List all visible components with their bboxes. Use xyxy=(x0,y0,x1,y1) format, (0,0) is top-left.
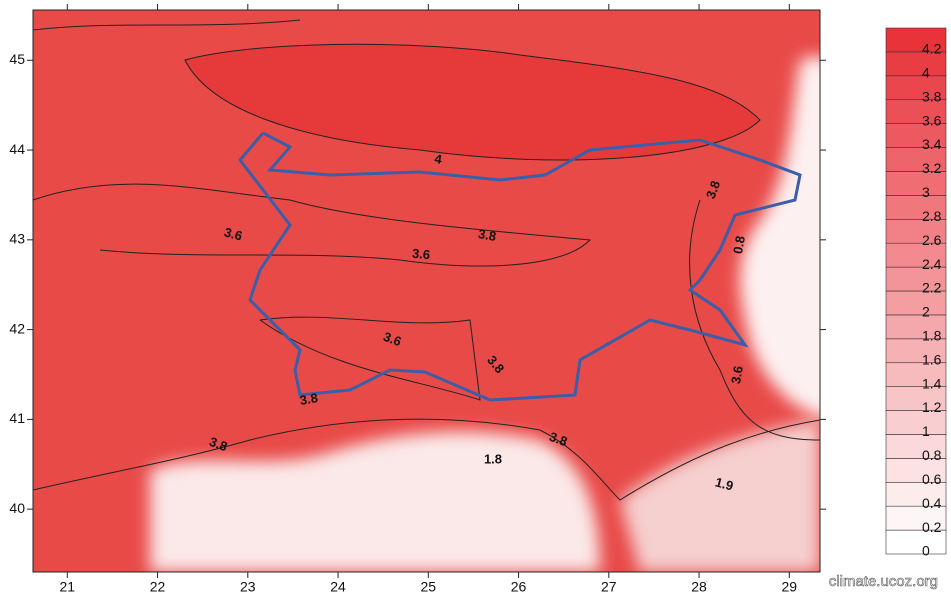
contour-label: 3.6 xyxy=(728,365,746,385)
colorbar-tick-label: 4.2 xyxy=(922,41,942,57)
x-tick-label: 23 xyxy=(240,579,256,595)
map-field xyxy=(33,10,820,572)
contour-label: 4 xyxy=(433,151,443,167)
colorbar-tick-label: 2.6 xyxy=(922,232,942,248)
colorbar-tick-label: 3.8 xyxy=(922,88,942,104)
contour-label: 3.8 xyxy=(703,179,723,201)
y-tick-label: 45 xyxy=(9,51,25,67)
colorbar-tick-label: 1.6 xyxy=(922,351,942,367)
contour-label: 1.8 xyxy=(484,451,502,466)
colorbar-tick-label: 3.4 xyxy=(922,136,942,152)
colorbar-tick-label: 4 xyxy=(922,65,930,81)
contour-label: 3.6 xyxy=(223,224,244,243)
x-tick-label: 28 xyxy=(691,579,707,595)
contour-label: 3.6 xyxy=(411,246,430,263)
low-zone xyxy=(150,431,600,572)
low-zone xyxy=(620,420,820,572)
watermark: climate.ucoz.org xyxy=(829,573,938,590)
colorbar-tick-label: 2.8 xyxy=(922,208,942,224)
country-border xyxy=(238,131,802,402)
contour-label: 3.8 xyxy=(299,390,319,408)
colorbar-tick-label: 0.2 xyxy=(922,519,942,535)
colorbar-tick-label: 1.4 xyxy=(922,375,942,391)
y-tick-label: 42 xyxy=(9,320,25,336)
colorbar-tick-label: 0 xyxy=(922,543,930,559)
colorbar-tick-label: 0.4 xyxy=(922,495,942,511)
contour-label: 3.8 xyxy=(207,434,229,454)
colorbar-tick-label: 0.6 xyxy=(922,471,942,487)
high-zone xyxy=(185,44,760,160)
low-zone xyxy=(740,56,820,417)
y-tick-label: 44 xyxy=(9,141,25,157)
colorbar-tick-label: 1.8 xyxy=(922,328,942,344)
x-tick-label: 26 xyxy=(511,579,527,595)
colorbar-tick-label: 2 xyxy=(922,304,930,320)
colorbar-tick-label: 0.8 xyxy=(922,447,942,463)
y-tick-label: 40 xyxy=(9,500,25,516)
colorbar-tick-label: 3 xyxy=(922,184,930,200)
y-tick-label: 41 xyxy=(9,410,25,426)
x-tick-label: 24 xyxy=(330,579,346,595)
y-tick-label: 43 xyxy=(9,231,25,247)
colorbar-tick-label: 1 xyxy=(922,423,930,439)
plot-frame xyxy=(32,9,821,573)
colorbar-tick-label: 3.6 xyxy=(922,112,942,128)
contour-label: 3.6 xyxy=(381,329,403,349)
contour-label: 3.8 xyxy=(547,429,569,449)
colorbar-tick-label: 3.2 xyxy=(922,160,942,176)
contour-label: 3.8 xyxy=(477,226,497,244)
colorbar-tick-label: 2.4 xyxy=(922,256,942,272)
x-tick-label: 27 xyxy=(601,579,617,595)
x-tick-label: 25 xyxy=(421,579,437,595)
colorbar-tick-label: 2.2 xyxy=(922,280,942,296)
contour-label: 0.8 xyxy=(730,235,748,255)
x-tick-label: 29 xyxy=(782,579,798,595)
x-tick-label: 21 xyxy=(60,579,76,595)
contour-label: 1.9 xyxy=(714,474,735,493)
x-tick-label: 22 xyxy=(150,579,166,595)
contour-lines xyxy=(33,19,820,501)
colorbar-band xyxy=(885,27,947,53)
colorbar-tick-label: 1.2 xyxy=(922,399,942,415)
